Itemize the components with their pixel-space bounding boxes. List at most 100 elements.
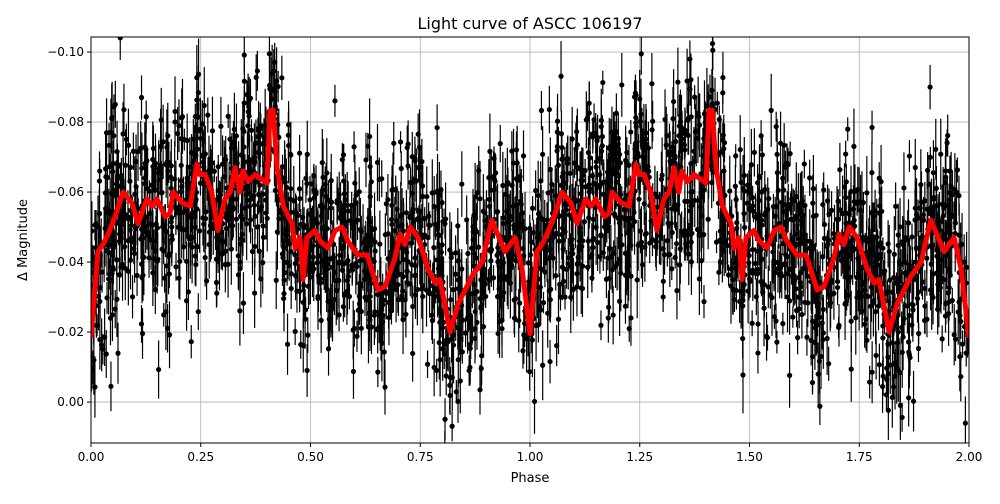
point-marker — [169, 224, 174, 229]
point-marker — [662, 252, 667, 257]
point-marker — [132, 251, 137, 256]
point-marker — [874, 353, 879, 358]
point-marker — [686, 251, 691, 256]
point-marker — [907, 355, 912, 360]
data-point — [498, 125, 503, 162]
point-marker — [868, 304, 873, 309]
point-marker — [530, 206, 535, 211]
point-marker — [766, 284, 771, 289]
point-marker — [820, 202, 825, 207]
point-marker — [755, 321, 760, 326]
point-marker — [203, 216, 208, 221]
point-marker — [517, 301, 522, 306]
data-point — [279, 56, 284, 100]
point-marker — [478, 277, 483, 282]
point-marker — [425, 362, 430, 367]
point-marker — [301, 343, 306, 348]
point-marker — [313, 191, 318, 196]
data-point — [121, 84, 126, 136]
data-point — [877, 344, 882, 386]
point-marker — [92, 223, 97, 228]
point-marker — [721, 168, 726, 173]
point-marker — [244, 92, 249, 97]
point-marker — [547, 107, 552, 112]
point-marker — [599, 118, 604, 123]
point-marker — [750, 203, 755, 208]
point-marker — [258, 207, 263, 212]
point-marker — [550, 235, 555, 240]
data-point — [140, 308, 145, 359]
point-marker — [554, 231, 559, 236]
point-marker — [435, 227, 440, 232]
data-point — [156, 340, 161, 398]
point-marker — [619, 242, 624, 247]
point-marker — [539, 108, 544, 113]
data-point — [845, 117, 850, 140]
point-marker — [780, 321, 785, 326]
point-marker — [377, 242, 382, 247]
point-marker — [606, 315, 611, 320]
point-marker — [604, 277, 609, 282]
data-point — [425, 350, 430, 378]
point-marker — [924, 317, 929, 322]
data-point — [787, 343, 792, 408]
point-marker — [257, 183, 262, 188]
point-marker — [844, 179, 849, 184]
point-marker — [880, 384, 885, 389]
point-marker — [500, 183, 505, 188]
point-marker — [205, 112, 210, 117]
point-marker — [580, 264, 585, 269]
point-marker — [950, 298, 955, 303]
data-point — [377, 210, 382, 277]
point-marker — [837, 167, 842, 172]
point-marker — [849, 319, 854, 324]
point-marker — [324, 194, 329, 199]
point-marker — [533, 188, 538, 193]
point-marker — [120, 131, 125, 136]
point-marker — [541, 300, 546, 305]
point-marker — [814, 213, 819, 218]
point-marker — [825, 198, 830, 203]
point-marker — [787, 373, 792, 378]
point-marker — [293, 329, 298, 334]
point-marker — [122, 244, 127, 249]
point-marker — [150, 270, 155, 275]
point-marker — [167, 271, 172, 276]
data-point — [435, 104, 440, 151]
point-marker — [963, 421, 968, 426]
point-marker — [623, 304, 628, 309]
point-marker — [399, 166, 404, 171]
data-point — [881, 357, 886, 396]
data-point — [901, 152, 906, 223]
data-point — [940, 325, 945, 352]
point-marker — [527, 369, 532, 374]
point-marker — [305, 333, 310, 338]
point-marker — [134, 273, 139, 278]
point-marker — [918, 182, 923, 187]
data-point — [606, 293, 611, 342]
point-marker — [156, 367, 161, 372]
data-point — [780, 313, 785, 335]
point-marker — [481, 209, 486, 214]
data-point — [710, 30, 715, 70]
point-marker — [352, 181, 357, 186]
point-marker — [305, 368, 310, 373]
point-marker — [487, 197, 492, 202]
point-marker — [843, 195, 848, 200]
point-marker — [159, 190, 164, 195]
point-marker — [788, 151, 793, 156]
point-marker — [765, 335, 770, 340]
point-marker — [907, 153, 912, 158]
point-marker — [241, 301, 246, 306]
point-marker — [218, 124, 223, 129]
point-marker — [642, 201, 647, 206]
data-point — [774, 331, 779, 354]
data-point — [547, 86, 552, 134]
point-marker — [351, 226, 356, 231]
point-marker — [540, 152, 545, 157]
point-marker — [166, 254, 171, 259]
data-point — [467, 355, 472, 385]
point-marker — [498, 141, 503, 146]
data-point — [351, 131, 356, 162]
